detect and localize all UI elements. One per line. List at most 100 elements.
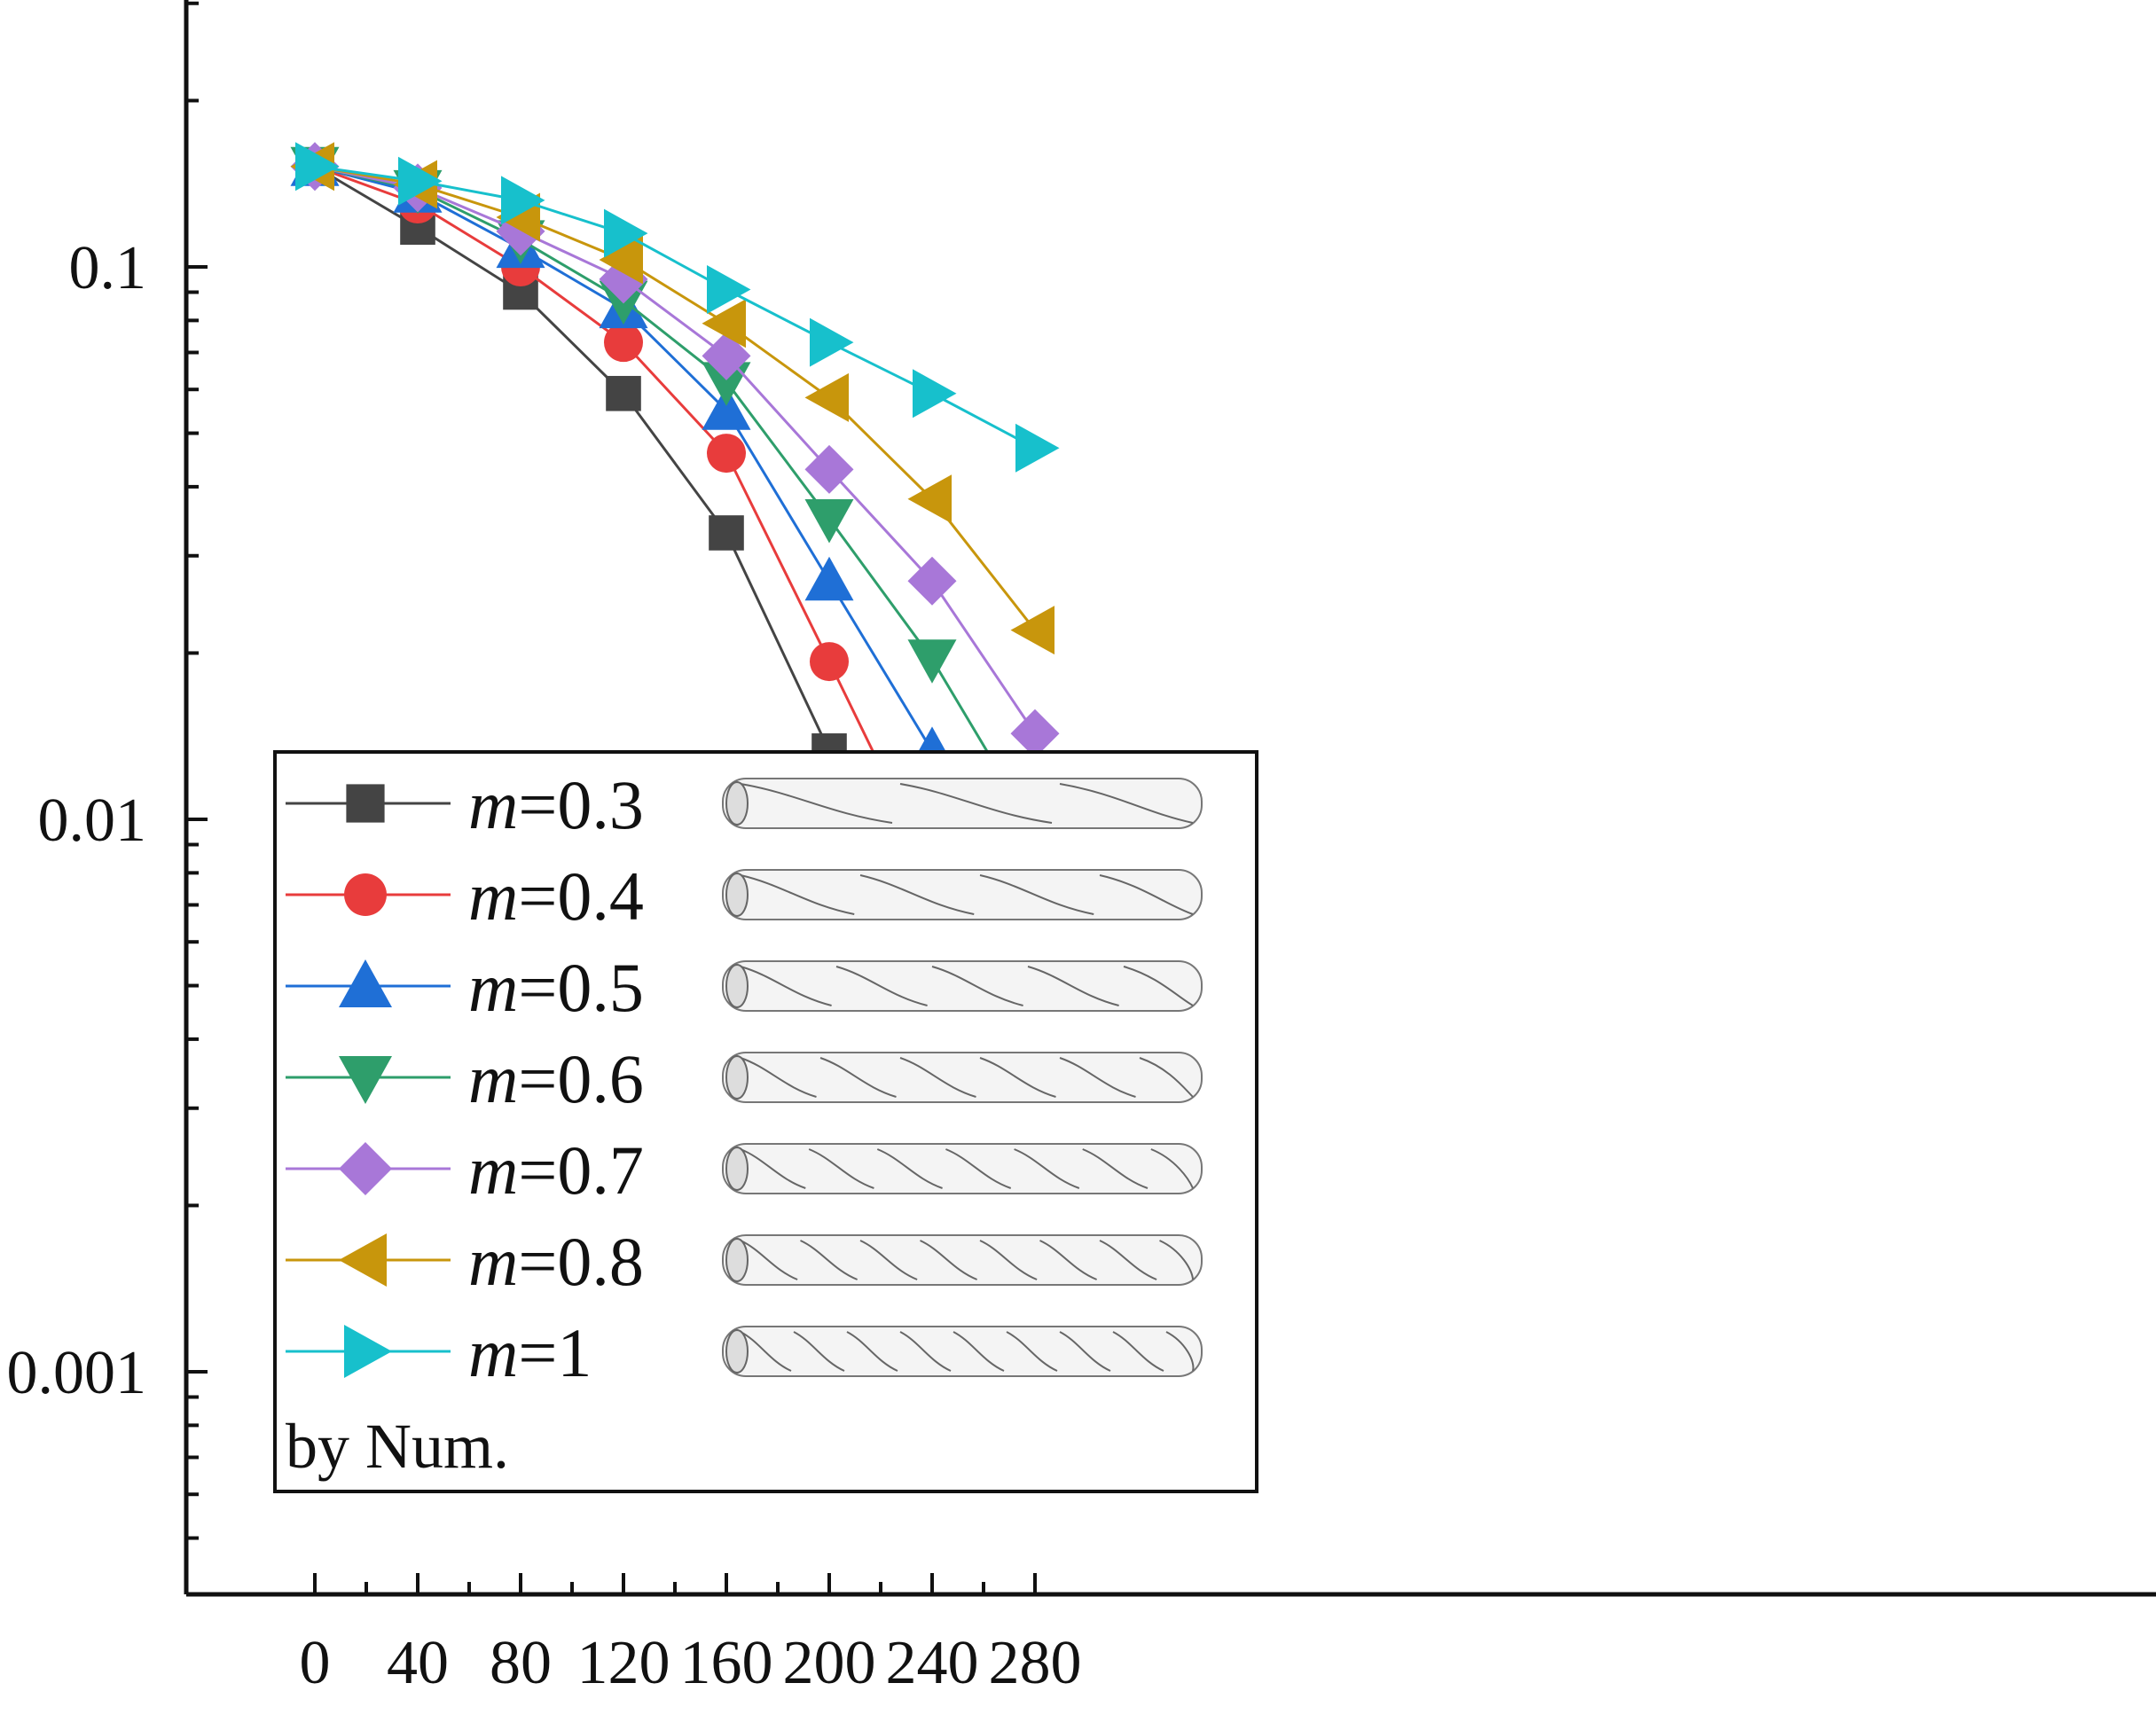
legend-label: m=0.7 [468,1131,644,1209]
rope-strand [1139,1057,1194,1098]
legend-marker [346,784,385,823]
x-tick-label: 240 [886,1629,979,1697]
data-point [1010,708,1060,758]
rope-end [725,964,749,1008]
rope-strand [835,966,928,1006]
legend-entry: m=0.4 [286,857,1203,935]
rope-strand [1150,1148,1194,1189]
data-point [295,142,340,192]
rope-strand [1059,1057,1136,1098]
rope-strand [1159,1240,1194,1280]
legend-label-value: =0.7 [518,1131,644,1209]
legend-label-var: m [468,1223,518,1300]
rope-strand [740,783,893,824]
rope-strand [876,1148,943,1189]
rope-end [725,1147,749,1191]
data-point [907,556,957,606]
rope-end [725,873,749,917]
rope-strand [1099,1240,1157,1280]
legend-label: m=0.3 [468,766,644,843]
rope-body [722,960,1203,1012]
data-point [913,369,957,419]
rope-strand [953,1331,1005,1372]
legend-box [273,750,1258,1493]
rope-strand [740,1148,806,1189]
data-point [604,208,648,258]
rope-strand [1123,966,1194,1006]
data-point [496,207,545,256]
legend-label-var: m [468,1131,518,1209]
rope-strand [920,1240,978,1280]
rope-strand [1006,1331,1058,1372]
rope-strand [1099,874,1194,915]
rope-illustration-icon [722,1143,1203,1194]
legend-marker [339,1142,392,1195]
rope-strand [740,1331,792,1372]
data-point [707,265,751,315]
data-point [606,375,641,411]
rope-strand [1039,1240,1098,1280]
series-m-0-8 [290,142,1054,655]
legend: m=0.3m=0.4m=0.5m=0.6m=0.7m=0.8m=1by Num. [273,750,1258,1493]
rope-strand [846,1331,898,1372]
rope-strand [1112,1331,1164,1372]
legend-label-var: m [468,766,518,843]
rope-body [722,869,1203,920]
rope-strand [1059,783,1194,824]
rope-strand [819,1057,897,1098]
data-point [707,434,746,474]
legend-note: by Num. [286,1411,509,1482]
rope-illustration-icon [722,1052,1203,1103]
y-tick-label: 0.01 [38,787,147,855]
rope-strand [1059,1331,1111,1372]
x-tick-label: 120 [577,1629,670,1697]
rope-strand [740,874,855,915]
legend-label-value: =0.3 [518,766,644,843]
legend-entry: m=0.8 [286,1223,1203,1300]
x-tick-label: 160 [680,1629,773,1697]
legend-entry: m=0.3 [286,766,1203,843]
legend-entry: m=0.5 [286,949,1203,1026]
rope-end [725,781,749,826]
data-point [702,386,751,430]
series-m-0-7 [290,142,1060,758]
data-point [810,317,854,367]
rope-strand [979,874,1094,915]
x-tick-label: 0 [300,1629,331,1697]
legend-label-var: m [468,1040,518,1117]
y-tick-label: 0.001 [7,1339,147,1407]
series-m-1 [295,142,1060,473]
rope-illustration-icon [722,1326,1203,1377]
rope-body [722,1052,1203,1103]
rope-end [725,1329,749,1374]
axes: 0 40 80 120 160 200 240 280 0.1 0.01 0.001 [7,0,2156,1697]
rope-strand [931,966,1023,1006]
rope-strand [793,1331,845,1372]
rope-strand [1027,966,1119,1006]
rope-body [722,1326,1203,1377]
data-point [599,235,643,285]
x-tick-label: 40 [387,1629,449,1697]
data-point [804,372,849,422]
rope-body [722,1143,1203,1194]
rope-strand [808,1148,874,1189]
rope-strand [1165,1331,1195,1372]
legend-label-var: m [468,949,518,1026]
y-tick-label: 0.1 [69,234,147,302]
rope-strand [1014,1148,1080,1189]
rope-end [725,1238,749,1282]
rope-end [725,1055,749,1100]
legend-label-var: m [468,857,518,935]
legend-label-value: =0.8 [518,1223,644,1300]
data-point [709,515,744,551]
legend-marker [339,959,392,1007]
data-point [804,444,854,494]
rope-strand [740,1057,817,1098]
rope-illustration-icon [722,778,1203,829]
x-tick-label: 80 [490,1629,552,1697]
data-point [1015,423,1060,473]
legend-entry: m=0.6 [286,1040,1203,1117]
data-point [398,156,443,206]
rope-illustration-icon [722,1234,1203,1286]
